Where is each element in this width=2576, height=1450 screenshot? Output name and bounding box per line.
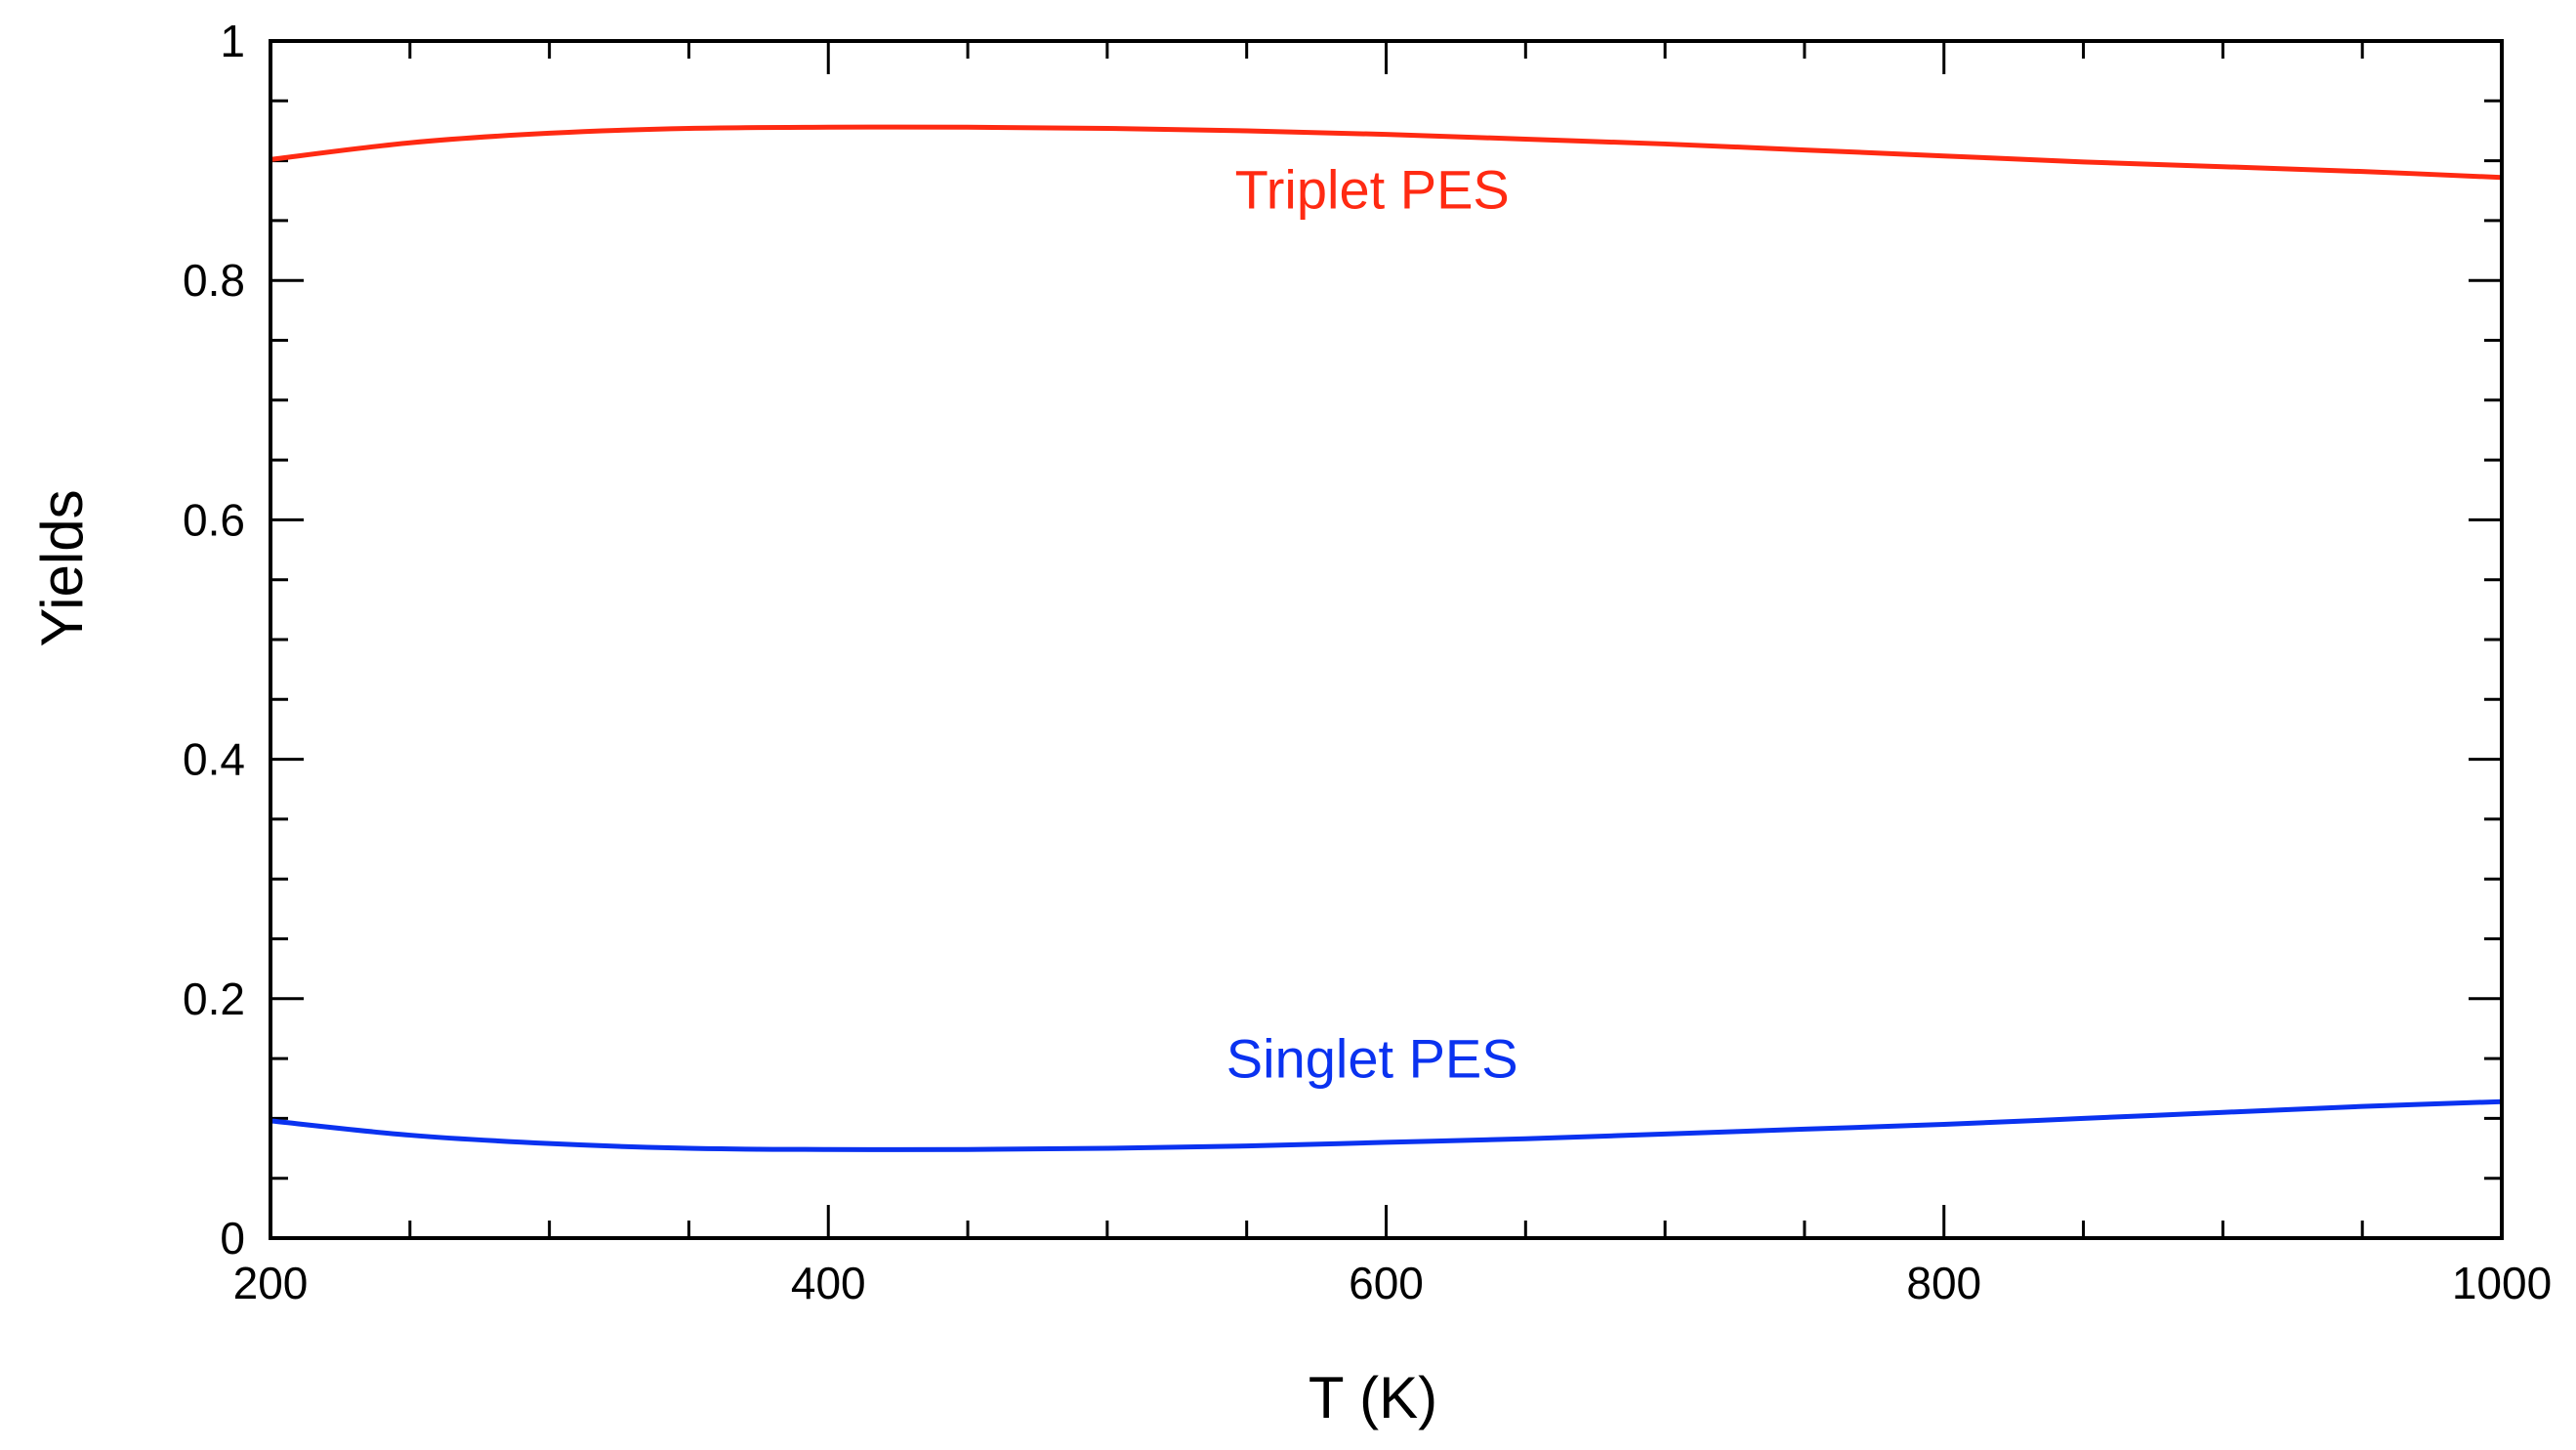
y-axis-title: Yields bbox=[29, 489, 95, 646]
y-tick-label: 0 bbox=[220, 1213, 245, 1264]
x-tick-label: 1000 bbox=[2452, 1258, 2552, 1308]
annotation-triplet-pes: Triplet PES bbox=[1235, 159, 1510, 221]
x-tick-label: 800 bbox=[1906, 1258, 1981, 1308]
series-lines bbox=[270, 124, 2503, 1152]
x-tick-label: 200 bbox=[233, 1258, 309, 1308]
y-tick-label: 0.8 bbox=[183, 255, 245, 306]
annotation-singlet-pes: Singlet PES bbox=[1226, 1028, 1518, 1090]
y-tick-label: 0.4 bbox=[183, 734, 245, 785]
x-tick-label: 600 bbox=[1349, 1258, 1424, 1308]
x-tick-label: 400 bbox=[791, 1258, 866, 1308]
plot-frame bbox=[269, 39, 2504, 1240]
tick-labels: 200 400 600 800 1000 0 0.2 0.4 0.6 0.8 1 bbox=[183, 16, 2552, 1308]
y-tick-label: 0.6 bbox=[183, 494, 245, 545]
series-annotations: Triplet PES Singlet PES bbox=[1226, 159, 1518, 1090]
y-tick-label: 1 bbox=[220, 16, 245, 66]
x-axis-title: T (K) bbox=[1309, 1365, 1437, 1430]
y-tick-label: 0.2 bbox=[183, 974, 245, 1024]
series-line-triplet-pes bbox=[270, 124, 2503, 181]
series-line-singlet-pes bbox=[270, 1098, 2503, 1152]
